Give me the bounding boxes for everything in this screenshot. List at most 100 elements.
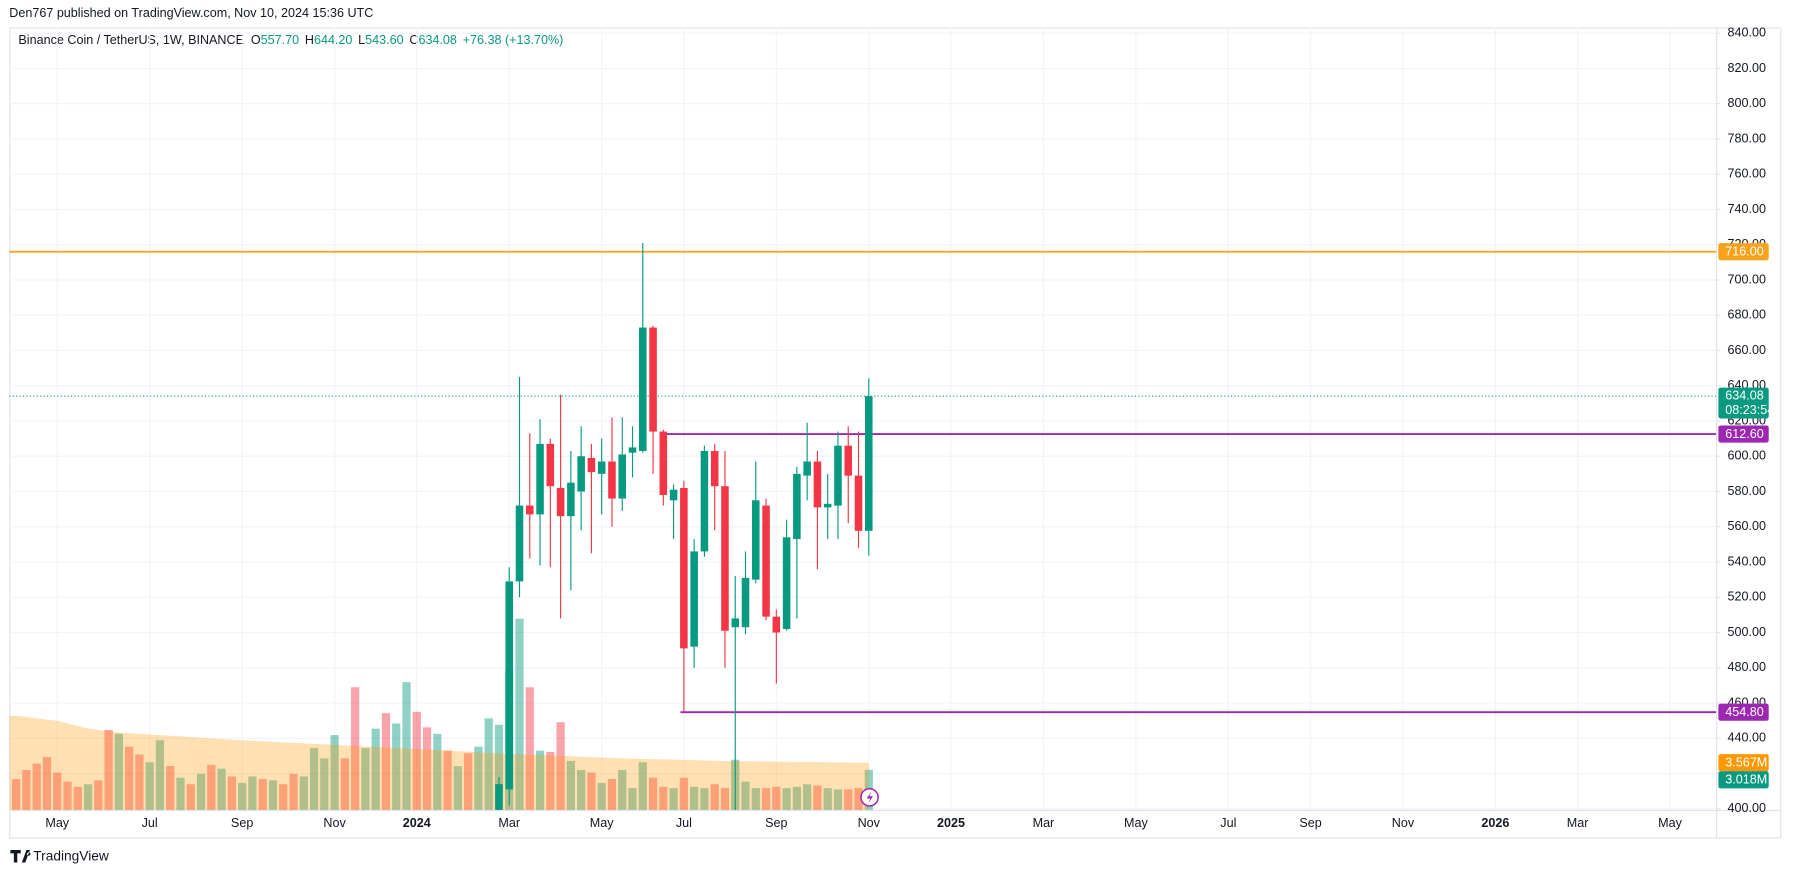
volume-ma-label: 3.567M — [1725, 756, 1767, 770]
volume-bar — [104, 729, 113, 810]
volume-bar — [32, 763, 41, 810]
brand-name: TradingView — [33, 848, 109, 863]
volume-bar — [638, 762, 647, 810]
volume-bar — [710, 784, 719, 810]
level-tag — [1718, 425, 1769, 443]
volume-bar — [196, 773, 206, 810]
volume-bar — [340, 758, 349, 810]
candle-body — [762, 505, 770, 617]
volume-bar — [207, 764, 216, 810]
volume-bar — [772, 786, 781, 810]
y-tick-label: 800.00 — [1728, 96, 1766, 110]
volume-bar — [607, 779, 617, 810]
volume-ma-area — [9, 715, 869, 810]
candle-body — [505, 581, 514, 790]
volume-bar — [679, 777, 688, 810]
candle-body — [741, 577, 750, 628]
ohlc-label: L — [358, 34, 365, 48]
ohlc-value: 543.60 — [365, 34, 403, 48]
x-tick-label: Jul — [142, 816, 158, 830]
x-tick-label: Sep — [1299, 816, 1321, 830]
volume-bar — [556, 722, 565, 810]
volume-bar — [792, 786, 801, 810]
candle-body — [587, 458, 596, 473]
y-tick-label: 560.00 — [1728, 519, 1766, 533]
candle-body — [567, 482, 575, 517]
volume-label: 3.018M — [1725, 773, 1767, 787]
level-tag-label: 612.60 — [1725, 427, 1763, 441]
volume-bar — [659, 786, 668, 810]
candle-body — [659, 431, 668, 496]
candle-body — [669, 489, 678, 501]
y-tick-label: 700.00 — [1728, 272, 1766, 286]
volume-bar — [720, 788, 730, 810]
brand-logo — [10, 849, 31, 863]
volume-bar — [443, 750, 452, 810]
candle-body — [752, 500, 760, 580]
volume-bar — [279, 784, 288, 810]
volume-bar — [854, 788, 863, 810]
volume-bar — [145, 762, 154, 810]
volume-bar — [844, 789, 853, 810]
candle-body — [772, 616, 781, 633]
symbol-title: Binance Coin / TetherUS, 1W, BINANCE — [18, 34, 244, 48]
candle-body — [577, 456, 585, 492]
level-tag — [1718, 243, 1769, 261]
candle-body — [556, 487, 565, 517]
ohlc-value: 644.20 — [314, 34, 352, 48]
volume-bar — [546, 751, 555, 810]
candle-body — [608, 461, 616, 499]
countdown-label: 08:23:54 — [1725, 403, 1774, 417]
volume-bar — [700, 788, 709, 810]
volume-bar — [166, 766, 175, 810]
volume-bar — [484, 718, 493, 810]
y-tick-label: 500.00 — [1728, 625, 1766, 639]
volume-bar — [83, 784, 93, 810]
volume-bar — [371, 728, 380, 810]
volume-bar — [361, 748, 370, 810]
published-note: Den767 published on TradingView.com, Nov… — [9, 6, 373, 20]
x-tick-label: Nov — [1392, 816, 1415, 830]
candle-body — [618, 454, 627, 499]
volume-bar — [299, 776, 308, 810]
volume-bar — [412, 711, 421, 810]
level-tag — [1718, 703, 1769, 721]
candle-body — [495, 784, 503, 810]
volume-bar — [309, 748, 319, 810]
volume-bar — [248, 776, 257, 810]
volume-bar — [22, 770, 31, 810]
y-tick-label: 440.00 — [1728, 731, 1766, 745]
candle-body — [844, 445, 853, 476]
volume-bar — [690, 786, 699, 810]
replay-icon — [860, 788, 879, 807]
candle-body — [823, 503, 832, 508]
volume-bar — [464, 753, 473, 810]
volume-bar — [125, 746, 134, 810]
candle-body — [813, 461, 822, 508]
volume-bar — [381, 713, 391, 810]
volume-bar — [525, 687, 534, 810]
volume-bar — [402, 682, 411, 810]
y-tick-label: 520.00 — [1728, 590, 1766, 604]
x-tick-label: Nov — [858, 816, 881, 830]
volume-bar — [761, 788, 771, 810]
y-tick-label: 540.00 — [1728, 554, 1766, 568]
y-tick-label: 580.00 — [1728, 484, 1766, 498]
candle-body — [834, 445, 842, 506]
volume-ma-tag — [1718, 754, 1769, 772]
volume-bar — [73, 786, 82, 810]
x-tick-label: Nov — [323, 816, 346, 830]
candle-body — [731, 618, 740, 628]
candle-body — [680, 487, 688, 649]
y-tick-label: 480.00 — [1728, 660, 1766, 674]
legend: Binance Coin / TetherUS, 1W, BINANCE O557… — [18, 34, 563, 48]
volume-bar — [566, 760, 575, 810]
volume-bar — [628, 788, 637, 810]
candle-body — [793, 473, 801, 540]
volume-bar — [320, 758, 329, 810]
x-tick-label: Mar — [1033, 816, 1055, 830]
last-price-label: 634.08 — [1725, 388, 1763, 402]
volume-bar — [351, 687, 360, 810]
volume-bar — [433, 733, 442, 810]
